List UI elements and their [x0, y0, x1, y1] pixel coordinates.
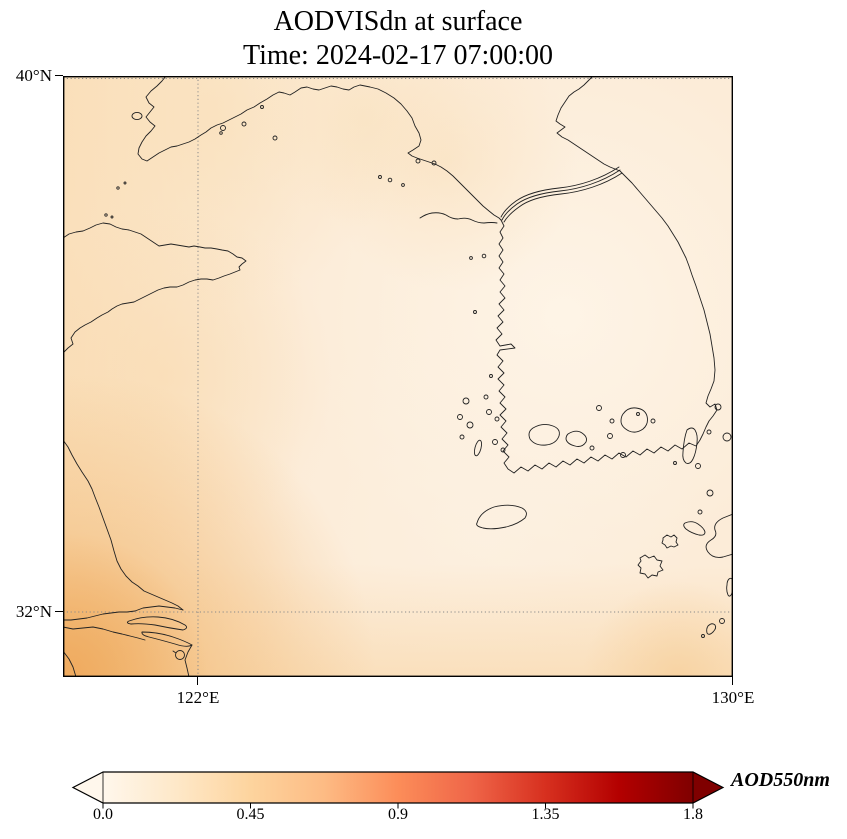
- coastline-yangtze-estuary: [63, 605, 193, 677]
- colorbar-ticklabel: 0.9: [388, 806, 408, 823]
- islands-japan: [637, 403, 733, 597]
- coastline-shandong: [63, 222, 247, 354]
- islands-sw-korea: [457, 394, 656, 458]
- coastline-korea: [495, 76, 718, 474]
- lat-tick-40n: [55, 75, 63, 77]
- colorbar-ticks: [102, 803, 694, 809]
- colorbar-over-arrow: [693, 772, 723, 803]
- island-iki: [683, 521, 706, 536]
- aod-field: [63, 76, 733, 677]
- lon-ticklabel-122e: 122°E: [176, 688, 220, 707]
- border-yalu-tumen: [500, 166, 623, 223]
- colorbar-title: AOD550nm: [731, 769, 830, 791]
- islands-bohai: [131, 105, 278, 141]
- lon-ticklabel-130e: 130°E: [711, 688, 755, 707]
- lon-tick-122e: [197, 677, 199, 685]
- lat-ticklabel-32n: 32°N: [15, 602, 52, 621]
- plot-title-block: AODVISdn at surface Time: 2024-02-17 07:…: [63, 5, 733, 73]
- coastline-jiangsu: [63, 439, 184, 611]
- plot-title: AODVISdn at surface: [273, 6, 523, 37]
- coastlines: [63, 76, 733, 677]
- colorbar-ticklabel: 1.8: [683, 806, 703, 823]
- islands-yellow-sea: [104, 158, 493, 378]
- lon-tick-130e: [732, 677, 734, 685]
- islands-south: [701, 618, 725, 638]
- colorbar-gradient: [103, 772, 693, 803]
- island-tsushima: [682, 427, 698, 464]
- coastline-korea-bay: [419, 212, 498, 224]
- colorbar-ticklabel: 0.45: [236, 806, 265, 823]
- lat-ticklabel-40n: 40°N: [15, 66, 52, 85]
- plot-subtitle: Time: 2024-02-17 07:00:00: [242, 40, 554, 71]
- colorbar-under-arrow: [73, 772, 103, 803]
- colorbar: [71, 771, 725, 809]
- map-canvas: [63, 76, 733, 677]
- map-frame: [63, 76, 733, 677]
- colorbar-ticklabel: 0.0: [93, 806, 113, 823]
- colorbar-ticklabel: 1.35: [531, 806, 560, 823]
- island-jeju: [476, 504, 527, 530]
- lat-tick-32n: [55, 611, 63, 613]
- coastline-liaodong: [137, 76, 502, 221]
- map-plot: [63, 76, 733, 677]
